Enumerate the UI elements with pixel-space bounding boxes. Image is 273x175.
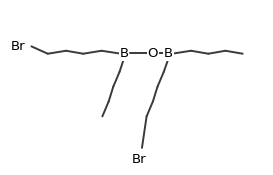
Text: Br: Br bbox=[10, 40, 25, 53]
Text: O: O bbox=[148, 47, 158, 60]
Text: Br: Br bbox=[132, 153, 147, 166]
Text: B: B bbox=[164, 47, 173, 60]
Text: B: B bbox=[120, 47, 129, 60]
